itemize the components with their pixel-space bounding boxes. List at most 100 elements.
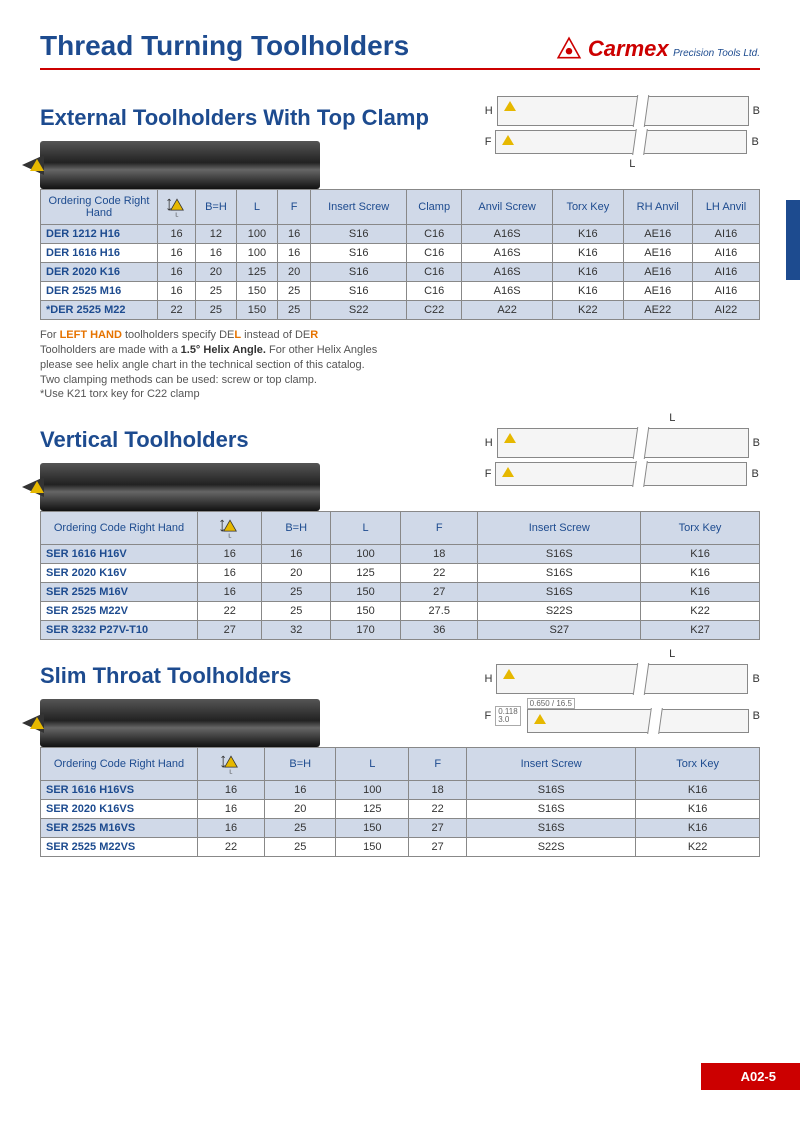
table-slim: Ordering Code Right HandLB=HLFInsert Scr… [40, 747, 760, 857]
ordering-code: DER 1212 H16 [41, 225, 158, 244]
cell: 150 [236, 301, 277, 320]
column-header: Ordering Code Right Hand [41, 748, 198, 781]
cell: 18 [401, 545, 478, 564]
cell: K16 [636, 781, 760, 800]
column-header: L [158, 190, 196, 225]
cell: AI22 [693, 301, 760, 320]
table-row: SER 2020 K16V162012522S16SK16 [41, 564, 760, 583]
svg-text:L: L [228, 534, 231, 540]
table-row: SER 1616 H16V161610018S16SK16 [41, 545, 760, 564]
cell: C16 [407, 263, 462, 282]
cell: 27 [401, 583, 478, 602]
cell: A16S [462, 225, 553, 244]
page-number: A02-5 [701, 1063, 800, 1090]
cell: 16 [196, 244, 237, 263]
cell: 27 [198, 621, 262, 640]
column-header: Torx Key [553, 190, 623, 225]
cell: C16 [407, 225, 462, 244]
column-header: Clamp [407, 190, 462, 225]
cell: C16 [407, 244, 462, 263]
column-header: Torx Key [641, 512, 760, 545]
cell: AE16 [623, 225, 692, 244]
cell: 20 [278, 263, 311, 282]
cell: S22 [311, 301, 407, 320]
cell: 22 [198, 838, 265, 857]
cell: 125 [236, 263, 277, 282]
cell: 20 [196, 263, 237, 282]
ordering-code: SER 2020 K16V [41, 564, 198, 583]
cell: 20 [262, 564, 331, 583]
cell: 25 [262, 602, 331, 621]
table-row: DER 2525 M16162515025S16C16A16SK16AE16AI… [41, 282, 760, 301]
table-external: Ordering Code Right HandLB=HLFInsert Scr… [40, 189, 760, 320]
tool-diagram-vertical: L HB FB [485, 412, 760, 486]
cell: S27 [478, 621, 641, 640]
cell: K22 [636, 838, 760, 857]
cell: 16 [158, 263, 196, 282]
cell: 16 [198, 781, 265, 800]
ordering-code: SER 1616 H16V [41, 545, 198, 564]
cell: 22 [401, 564, 478, 583]
notes-external: For LEFT HAND toolholders specify DEL in… [40, 328, 760, 402]
ordering-code: *DER 2525 M22 [41, 301, 158, 320]
cell: 16 [198, 819, 265, 838]
table-row: SER 2525 M22V222515027.5S22SK22 [41, 602, 760, 621]
cell: S16S [478, 583, 641, 602]
cell: S22S [467, 838, 636, 857]
cell: A16S [462, 282, 553, 301]
cell: 150 [236, 282, 277, 301]
cell: 100 [336, 781, 409, 800]
table-row: SER 3232 P27V-T10273217036S27K27 [41, 621, 760, 640]
ordering-code: SER 2020 K16VS [41, 800, 198, 819]
logo-icon [556, 36, 582, 62]
column-header: Torx Key [636, 748, 760, 781]
table-row: SER 2525 M16V162515027S16SK16 [41, 583, 760, 602]
section-title-slim: Slim Throat Toolholders [40, 663, 291, 689]
column-header: Ordering Code Right Hand [41, 512, 198, 545]
cell: AI16 [693, 282, 760, 301]
cell: 27 [409, 838, 467, 857]
column-header: Insert Screw [478, 512, 641, 545]
cell: 150 [336, 819, 409, 838]
cell: 22 [158, 301, 196, 320]
ordering-code: SER 3232 P27V-T10 [41, 621, 198, 640]
table-row: DER 2020 K16162012520S16C16A16SK16AE16AI… [41, 263, 760, 282]
cell: AI16 [693, 225, 760, 244]
cell: 170 [330, 621, 400, 640]
table-row: DER 1616 H16161610016S16C16A16SK16AE16AI… [41, 244, 760, 263]
cell: AI16 [693, 263, 760, 282]
cell: 16 [262, 545, 331, 564]
cell: 16 [158, 225, 196, 244]
column-header: Ordering Code Right Hand [41, 190, 158, 225]
cell: 16 [198, 545, 262, 564]
cell: 16 [198, 800, 265, 819]
column-header: LH Anvil [693, 190, 760, 225]
ordering-code: SER 1616 H16VS [41, 781, 198, 800]
tool-photo [40, 463, 320, 511]
cell: 27.5 [401, 602, 478, 621]
table-row: *DER 2525 M22222515025S22C22A22K22AE22AI… [41, 301, 760, 320]
column-header: Insert Screw [311, 190, 407, 225]
column-header: Anvil Screw [462, 190, 553, 225]
cell: 25 [262, 583, 331, 602]
cell: AE16 [623, 282, 692, 301]
cell: 36 [401, 621, 478, 640]
cell: K27 [641, 621, 760, 640]
cell: 25 [278, 301, 311, 320]
cell: A16S [462, 263, 553, 282]
cell: S16 [311, 225, 407, 244]
cell: S22S [478, 602, 641, 621]
cell: AE16 [623, 244, 692, 263]
cell: K16 [553, 244, 623, 263]
cell: 16 [265, 781, 336, 800]
cell: K22 [553, 301, 623, 320]
svg-text:L: L [175, 212, 178, 218]
ordering-code: SER 2525 M22VS [41, 838, 198, 857]
cell: K16 [553, 263, 623, 282]
column-header: L [198, 748, 265, 781]
table-row: SER 2525 M16VS162515027S16SK16 [41, 819, 760, 838]
cell: AE22 [623, 301, 692, 320]
column-header: F [401, 512, 478, 545]
cell: C16 [407, 282, 462, 301]
column-header: F [409, 748, 467, 781]
